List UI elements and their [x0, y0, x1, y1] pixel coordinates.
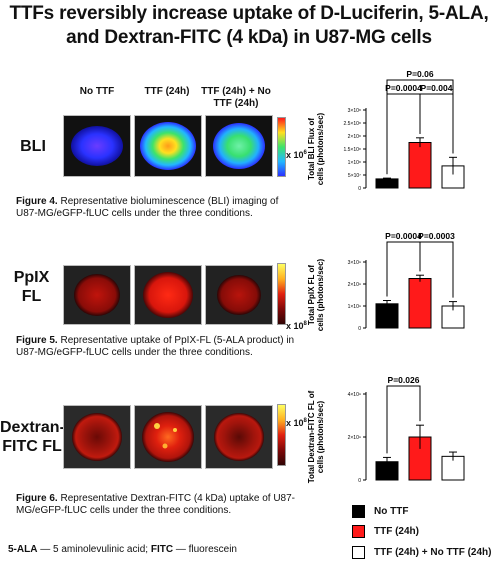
ppix-colorbar: [277, 263, 286, 325]
p-value-label: P=0.0003: [418, 231, 455, 241]
y-tick-label: 0: [358, 186, 361, 192]
y-axis-label: Total PpIX FL ofcells (photons/sec): [307, 258, 325, 331]
y-tick-label: 3×10⁸: [348, 108, 361, 114]
col-header-ttf-recovery: TTF (24h) + No TTF (24h): [201, 86, 271, 109]
y-tick-label: 2.5×10⁸: [343, 121, 361, 127]
dextran-colorbar: [277, 404, 286, 466]
bli-bar-chart: Total BLI Flux ofcells (photons/sec) 0 5×1…: [307, 69, 465, 192]
significance-bracket: [419, 93, 454, 154]
y-tick-label: 1×10⁸: [348, 160, 361, 166]
p-value-label: P=0.0004: [385, 231, 422, 241]
bli-image-ttf-24h: [134, 115, 202, 177]
row-label-dextran: Dextran-FITC FL: [0, 419, 65, 455]
legend-swatch-ttf-recovery: [352, 546, 365, 559]
ppix-image-ttf-24h: [134, 265, 202, 325]
y-tick-label: 2×10⁹: [348, 435, 361, 441]
bli-caption: Figure 4. Representative bioluminescence…: [16, 196, 279, 219]
p-value-label: P=0.06: [406, 69, 433, 79]
significance-bracket: [386, 385, 421, 454]
row-label-bli: BLI: [20, 138, 46, 155]
y-tick-label: 2×10⁸: [348, 134, 361, 140]
footnote: 5-ALA — 5 aminolevulinic acid; FITC — fl…: [8, 544, 237, 555]
y-tick-label: 3×10⁹: [348, 260, 361, 266]
y-tick-label: 0: [358, 478, 361, 484]
dextran-caption: Figure 6. Representative Dextran-FITC (4…: [16, 493, 296, 516]
dextran-image-ttf-24h: [134, 405, 202, 469]
y-tick-label: 1×10⁹: [348, 304, 361, 310]
figure-title: TTFs reversibly increase uptake of D-Luc…: [9, 3, 489, 48]
y-tick-label: 0: [358, 326, 361, 332]
y-tick-label: 5×10⁷: [348, 173, 361, 179]
legend-item-no-ttf: No TTF: [352, 505, 408, 518]
ppix-image-no-ttf: [63, 265, 131, 325]
p-value-label: P=0.0004: [385, 83, 422, 93]
row-label-ppix: PpIX FL: [13, 269, 50, 305]
y-axis-label: Total Dextran-FITC FL ofcells (photons/s…: [307, 390, 325, 483]
ppix-scale-label: x 108: [286, 321, 307, 331]
col-header-ttf-24h: TTF (24h): [144, 86, 190, 97]
bar-ttf-24h-: [408, 278, 432, 329]
legend-swatch-no-ttf: [352, 505, 365, 518]
col-header-no-ttf: No TTF: [79, 86, 115, 97]
y-tick-label: 2×10⁹: [348, 282, 361, 288]
ppix-caption: Figure 5. Representative uptake of PpIX-…: [16, 335, 295, 358]
y-tick-label: 4×10⁹: [348, 392, 361, 398]
dextran-image-ttf-recovery: [205, 405, 273, 469]
legend-label-ttf-recovery: TTF (24h) + No TTF (24h): [374, 547, 492, 558]
bar-no-ttf: [375, 303, 399, 329]
bli-scale-label: x 106: [286, 150, 307, 160]
y-tick-label: 1.5×10⁸: [343, 147, 361, 153]
p-value-label: P=0.004: [421, 83, 453, 93]
legend-item-ttf-24h: TTF (24h): [352, 525, 419, 538]
bli-image-no-ttf: [63, 115, 131, 177]
bli-image-ttf-recovery: [205, 115, 273, 177]
y-axis-label: Total BLI Flux ofcells (photons/sec): [307, 112, 325, 185]
bar-no-ttf: [375, 178, 399, 189]
bar-ttf-24h-: [408, 142, 432, 189]
legend-item-ttf-recovery: TTF (24h) + No TTF (24h): [352, 546, 492, 559]
legend-label-ttf-24h: TTF (24h): [374, 526, 419, 537]
legend-label-no-ttf: No TTF: [374, 506, 409, 517]
dextran-scale-label: x 108: [286, 418, 307, 428]
legend-swatch-ttf-24h: [352, 525, 365, 538]
dextran-bar-chart: Total Dextran-FITC FL ofcells (photons/s…: [307, 375, 465, 484]
dextran-image-no-ttf: [63, 405, 131, 469]
ppix-bar-chart: Total PpIX FL ofcells (photons/sec) 0 1×10…: [307, 231, 465, 332]
significance-bracket: [419, 241, 454, 298]
ppix-image-ttf-recovery: [205, 265, 273, 325]
p-value-label: P=0.026: [388, 375, 420, 385]
bli-colorbar: [277, 117, 286, 177]
